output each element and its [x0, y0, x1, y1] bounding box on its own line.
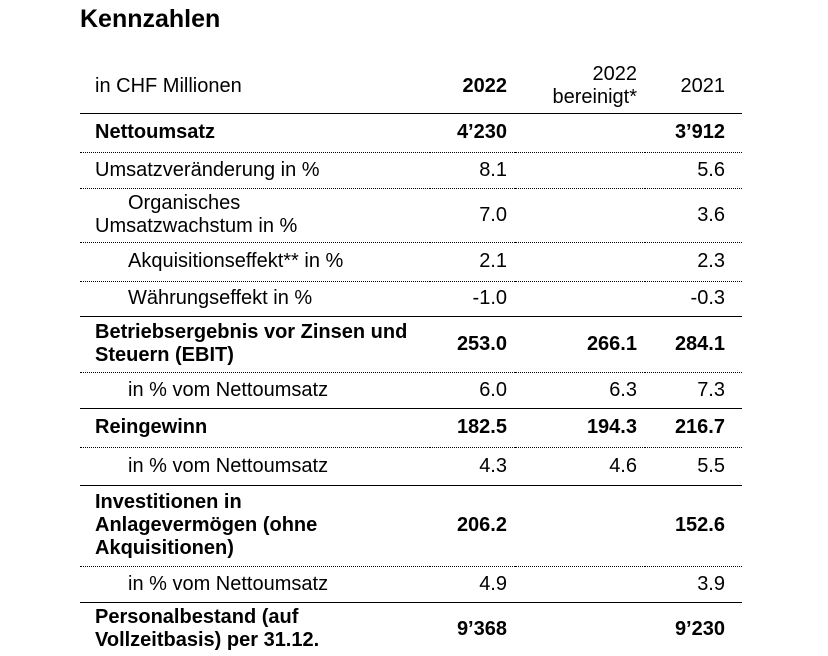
value-cell: 4.6: [515, 447, 645, 486]
table-row: Organisches Umsatzwachstum in % 7.0 3.6: [80, 188, 742, 243]
value-cell: 9’368: [456, 617, 507, 640]
value-cell: 8.1: [430, 152, 515, 189]
value-cell: 3.9: [645, 566, 742, 603]
table-row: in % vom Nettoumsatz 6.0 6.3 7.3: [80, 372, 742, 409]
row-label: Personalbestand (auf Vollzeitbasis) per …: [80, 602, 430, 656]
value-cell: 5.6: [645, 152, 742, 189]
row-label: Nettoumsatz: [80, 113, 430, 153]
label-text: Betriebsergebnis vor Zinsen und Steuern …: [95, 321, 408, 366]
table-row: in % vom Nettoumsatz 4.3 4.6 5.5: [80, 447, 742, 486]
value-cell: [515, 113, 645, 153]
value-cell: 4.3: [430, 447, 515, 486]
label-text: Währungseffekt in %: [128, 287, 313, 309]
value-cell: 182.5: [430, 408, 515, 448]
row-label: Organisches Umsatzwachstum in %: [80, 188, 430, 243]
value-cell: 7.0: [430, 188, 515, 243]
table-row: in % vom Nettoumsatz 4.9 3.9: [80, 566, 742, 603]
value-cell: 9’230: [674, 617, 725, 640]
value-cell: 3’912: [645, 113, 742, 153]
table-row: Nettoumsatz 4’230 3’912: [80, 113, 742, 153]
label-text: in % vom Nettoumsatz: [128, 454, 329, 477]
header-cell: 2022: [430, 60, 515, 114]
key-figures-table: in CHF Millionen 2022 2022 bereinigt* 20…: [80, 60, 742, 656]
header-cell: 2021: [645, 60, 742, 114]
table-row: Investitionen in Anlagevermögen (ohne Ak…: [80, 485, 742, 567]
row-label: Akquisitionseffekt** in %: [80, 242, 430, 282]
value-cell: -1.0: [430, 281, 515, 317]
value-cell: [515, 188, 645, 243]
label-text: in % vom Nettoumsatz: [128, 378, 329, 401]
table-row: Akquisitionseffekt** in % 2.1 2.3: [80, 242, 742, 282]
value-cell: 5.5: [645, 447, 742, 486]
table-row: Umsatzveränderung in % 8.1 5.6: [80, 152, 742, 189]
table-row: Währungseffekt in % -1.0 -0.3: [80, 281, 742, 317]
row-label: Währungseffekt in %: [80, 281, 430, 317]
row-label: Investitionen in Anlagevermögen (ohne Ak…: [80, 485, 430, 567]
value-cell: 152.6: [645, 485, 742, 567]
label-text: Investitionen in Anlagevermögen (ohne Ak…: [95, 491, 318, 559]
row-label: Reingewinn: [80, 408, 430, 448]
row-label: in % vom Nettoumsatz: [80, 447, 430, 486]
label-text: Akquisitionseffekt** in %: [128, 250, 344, 272]
header-text: 2022 bereinigt*: [552, 63, 637, 109]
row-label: in % vom Nettoumsatz: [80, 566, 430, 603]
row-label: Umsatzveränderung in %: [80, 152, 430, 189]
header-cell: 2022 bereinigt*: [515, 60, 645, 114]
title: Kennzahlen: [80, 5, 221, 33]
value-cell: 216.7: [645, 408, 742, 448]
value-cell: 194.3: [515, 408, 645, 448]
table-row: Reingewinn 182.5 194.3 216.7: [80, 408, 742, 448]
table-row: Personalbestand (auf Vollzeitbasis) per …: [80, 602, 742, 656]
value-cell: [515, 485, 645, 567]
value-cell: 4’230: [430, 113, 515, 153]
header-cell: in CHF Millionen: [80, 60, 430, 114]
value-cell: 206.2: [430, 485, 515, 567]
value-cell: [515, 152, 645, 189]
row-label: Betriebsergebnis vor Zinsen und Steuern …: [80, 316, 430, 373]
label-text: Personalbestand (auf Vollzeitbasis) per …: [95, 606, 320, 652]
value-cell: [515, 566, 645, 603]
value-cell: [515, 602, 645, 656]
label-text: Organisches Umsatzwachstum in %: [95, 192, 298, 237]
value-cell: 284.1: [645, 316, 742, 373]
value-cell: 4.9: [430, 566, 515, 603]
table-row: Betriebsergebnis vor Zinsen und Steuern …: [80, 316, 742, 373]
label-text: in % vom Nettoumsatz: [128, 572, 329, 595]
value-cell: 253.0: [430, 316, 515, 373]
header-row: in CHF Millionen 2022 2022 bereinigt* 20…: [80, 60, 742, 114]
value-cell: [515, 242, 645, 282]
value-cell: -0.3: [645, 281, 742, 317]
value-cell: 7.3: [645, 372, 742, 409]
value-cell: 6.0: [430, 372, 515, 409]
row-label: in % vom Nettoumsatz: [80, 372, 430, 409]
value-cell: 6.3: [515, 372, 645, 409]
value-cell: 2.3: [645, 242, 742, 282]
value-cell: 3.6: [645, 188, 742, 243]
value-cell: 2.1: [430, 242, 515, 282]
value-cell: 266.1: [515, 316, 645, 373]
value-cell: [515, 281, 645, 317]
